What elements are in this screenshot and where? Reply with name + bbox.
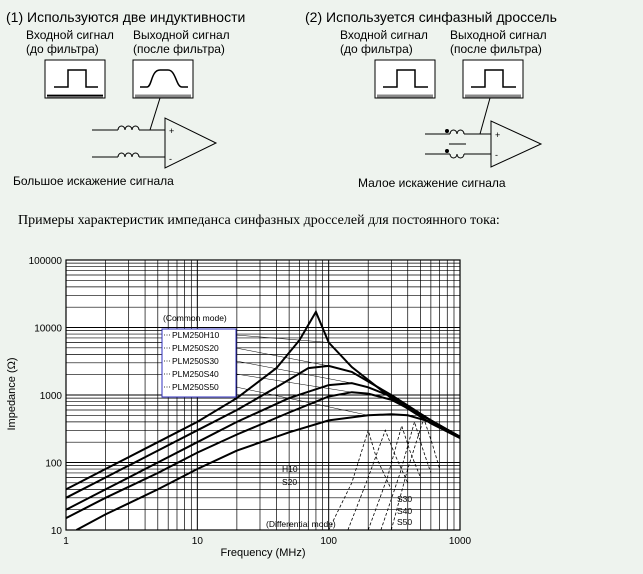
series-line-plm250s20 (66, 364, 460, 499)
legend-item-plm250s40: PLM250S40 (172, 369, 219, 379)
legend-leader-line (235, 373, 352, 393)
right-output-label: Выходной сигнал (после фильтра) (450, 28, 547, 56)
legend-leader-line (235, 360, 352, 384)
right-caption: Малое искажение сигнала (358, 176, 506, 190)
series-line-plm250s30 (66, 382, 460, 511)
y-tick-label: 10 (51, 526, 63, 537)
y-tick-label: 100 (45, 459, 62, 470)
legend-title: (Common mode) (163, 313, 227, 323)
x-tick-label: 1 (63, 536, 69, 547)
right-title: (2) Используется синфазный дроссель (305, 9, 557, 25)
right-output-waveform-box (462, 59, 524, 99)
legend-leader-line (235, 347, 329, 367)
series-line-plm250s50 (75, 413, 460, 530)
series-line-s40 (380, 420, 432, 530)
y-tick-label: 100000 (29, 256, 63, 267)
legend-item-plm250s30: PLM250S30 (172, 356, 219, 366)
circuit-diagrams: + - + - (44, 59, 543, 169)
series-line-s50 (390, 417, 441, 530)
right-input-label-line1: Входной сигнал (340, 28, 428, 42)
left-input-label-line2: (до фильтра) (26, 42, 99, 56)
chart-series (66, 309, 460, 530)
left-caption: Большое искажение сигнала (13, 174, 174, 188)
right-output-label-line1: Выходной сигнал (450, 28, 547, 42)
y-tick-label: 1000 (40, 391, 63, 402)
x-tick-label: 1000 (449, 536, 472, 547)
series-line-s20 (347, 429, 409, 530)
series-line-s30 (367, 424, 421, 530)
right-input-label-line2: (до фильтра) (340, 42, 413, 56)
left-output-label-line1: Выходной сигнал (133, 28, 230, 42)
left-title: (1) Используются две индуктивности (6, 9, 246, 25)
left-input-waveform-box (44, 59, 106, 99)
x-tick-label: 100 (320, 536, 337, 547)
differential-mode-title: (Differential mode) (266, 519, 336, 529)
left-circuit (92, 97, 218, 169)
legend-item-plm250h10: PLM250H10 (172, 330, 220, 340)
right-plus-sign: + (495, 130, 500, 140)
differential-label-s20: S20 (282, 477, 297, 487)
legend-item-plm250s50: PLM250S50 (172, 382, 219, 392)
legend-box (161, 328, 237, 398)
left-minus-sign: - (169, 154, 172, 164)
series-line-plm250s40 (66, 391, 460, 519)
left-input-label-line1: Входной сигнал (26, 28, 114, 42)
right-circuit (425, 97, 543, 168)
x-axis-label: Frequency (MHz) (221, 547, 306, 559)
y-tick-label: 10000 (34, 324, 62, 335)
right-input-waveform-box (374, 59, 436, 99)
differential-label-s30: S30 (397, 494, 412, 504)
differential-label-s50: S50 (397, 517, 412, 527)
y-axis-label: Impedance (Ω) (6, 357, 18, 430)
series-line-h10 (328, 428, 392, 530)
legend: (Common mode) PLM250H10 PLM250S20 PLM250S3… (161, 313, 369, 416)
left-output-label: Выходной сигнал (после фильтра) (133, 28, 230, 56)
examples-heading: Примеры характеристик импеданса синфазны… (18, 213, 500, 228)
legend-leader-line (235, 386, 369, 416)
left-output-label-line2: (после фильтра) (133, 42, 225, 56)
right-minus-sign: - (495, 150, 498, 160)
x-tick-label: 10 (192, 536, 204, 547)
differential-label-h10: H10 (282, 464, 298, 474)
left-output-waveform-box (132, 59, 194, 99)
left-plus-sign: + (169, 126, 174, 136)
right-input-label: Входной сигнал (до фильтра) (340, 28, 428, 56)
right-output-label-line2: (после фильтра) (450, 42, 542, 56)
legend-item-plm250s20: PLM250S20 (172, 343, 219, 353)
legend-leader-line (235, 334, 329, 343)
left-input-label: Входной сигнал (до фильтра) (26, 28, 114, 56)
differential-label-s40: S40 (397, 506, 412, 516)
